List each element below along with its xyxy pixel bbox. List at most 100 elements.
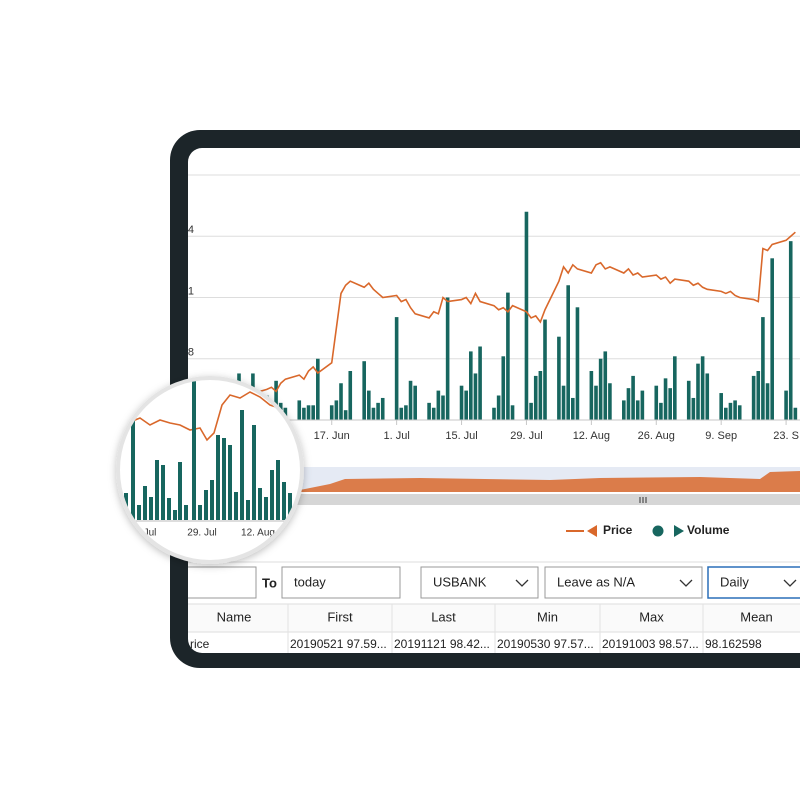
volume-bar: [376, 402, 380, 420]
volume-bar: [737, 405, 742, 420]
column-header: Min: [537, 609, 558, 624]
tablet-screen: [188, 148, 800, 653]
frequency-value: Daily: [720, 574, 749, 589]
volume-bar: [784, 390, 788, 420]
volume-bar: [673, 356, 677, 420]
table: Name First Last Min Max Mean rice 20190521 97.5…: [190, 604, 773, 653]
missing-value: Leave as N/A: [557, 574, 635, 589]
column-header: Name: [217, 609, 252, 624]
legend-price-toggle[interactable]: [587, 525, 597, 537]
table-cell: 20191003 98.57...: [602, 637, 699, 651]
magnifier-label: 29. Jul: [187, 528, 216, 539]
volume-bar: [756, 371, 761, 420]
x-tick-label: 1. Jul: [383, 430, 409, 442]
volume-bar: [719, 393, 723, 420]
volume-bar: [478, 346, 482, 420]
volume-bar: [598, 358, 603, 420]
volume-bar: [348, 371, 353, 420]
volume-bar: [557, 336, 561, 420]
volume-bar: [751, 375, 756, 420]
volume-bar: [311, 405, 315, 420]
volume-bar: [380, 397, 385, 420]
volume-bar: [571, 397, 575, 420]
volume-bar: [566, 285, 570, 420]
volume-bar: [334, 400, 339, 420]
volume-bar: [408, 380, 413, 420]
chevron: [515, 579, 529, 587]
x-tick-label: 23. S: [773, 430, 799, 442]
volume-bar: [436, 390, 441, 420]
volume-bar: [529, 402, 533, 420]
price-line: [233, 231, 796, 408]
table-header: [188, 603, 800, 633]
plot-area: [188, 174, 800, 420]
table-cell: 20190521 97.59...: [290, 637, 387, 651]
volume-bar: [659, 402, 663, 420]
chevron: [679, 579, 693, 587]
y-tick-label: 8: [188, 347, 194, 359]
volume-bar: [399, 407, 404, 420]
volume-bar: [770, 258, 774, 420]
volume-bar: [329, 405, 334, 420]
volume-bar: [506, 292, 510, 420]
magnifier-label: 12. Aug: [241, 528, 275, 539]
volume-bar: [473, 373, 478, 420]
volume-bar: [302, 407, 306, 420]
legend-label[interactable]: Price: [603, 523, 633, 537]
volume-bar: [343, 410, 348, 420]
volume-bar: [367, 390, 371, 420]
missing-dropdown[interactable]: [544, 566, 703, 599]
volume-bar: [316, 358, 320, 420]
volume-bar: [635, 400, 640, 420]
volume-bar: [524, 211, 529, 420]
volume-bar: [603, 351, 608, 420]
volume-bar: [538, 371, 543, 420]
x-tick-label: 9. Sep: [705, 430, 737, 442]
volume-bar: [441, 395, 445, 420]
navigator-series: [188, 471, 800, 492]
volume-bar: [464, 390, 468, 420]
from-input[interactable]: [180, 566, 257, 599]
volume-bar: [561, 385, 566, 420]
volume-bar: [427, 402, 431, 420]
legend-volume-toggle[interactable]: [674, 525, 684, 537]
volume-bar: [533, 375, 538, 420]
volume-bar: [459, 385, 464, 420]
volume-bar: [793, 407, 798, 420]
volume-bar: [724, 407, 728, 420]
volume-bar: [700, 356, 705, 420]
volume-bar: [431, 407, 436, 420]
volume-bar: [589, 371, 594, 420]
navigator-grip: [639, 497, 647, 503]
magnifier: Jul 29. Jul 12. Aug: [116, 376, 304, 564]
y-tick-label: 4: [188, 224, 194, 236]
table-cell: 98.162598: [705, 637, 762, 651]
column-header: Last: [431, 609, 456, 624]
volume-bar: [274, 380, 278, 420]
volume-bar: [543, 319, 547, 420]
volume-bar: [705, 373, 710, 420]
to-input[interactable]: [281, 566, 401, 599]
volume-bar: [306, 405, 311, 420]
volume-bar: [608, 383, 612, 420]
volume-bar: [626, 388, 631, 420]
volume-bar: [492, 407, 496, 420]
volume-bar: [469, 351, 473, 420]
volume-bar: [362, 361, 366, 420]
volume-bar: [413, 385, 417, 420]
column-header: Max: [639, 609, 664, 624]
table-cell: rice: [190, 637, 210, 651]
volume-bar: [663, 378, 668, 420]
navigator-thumb[interactable]: [210, 494, 800, 505]
table-cell: 20190530 97.57...: [497, 637, 594, 651]
to-label: To: [262, 575, 277, 590]
legend-label[interactable]: Volume: [687, 523, 730, 537]
axes: 4 1 8 17. Jun 1. Jul 15. Jul 29. Jul 12. Aug 26.…: [188, 224, 800, 442]
magnifier-bars: [124, 380, 292, 520]
magnifier-content: Jul 29. Jul 12. Aug: [120, 380, 300, 539]
volume-bar: [728, 402, 733, 420]
legend-volume-marker: [652, 525, 664, 537]
frequency-dropdown[interactable]: [707, 566, 800, 599]
legend: Price Volume: [566, 523, 730, 537]
